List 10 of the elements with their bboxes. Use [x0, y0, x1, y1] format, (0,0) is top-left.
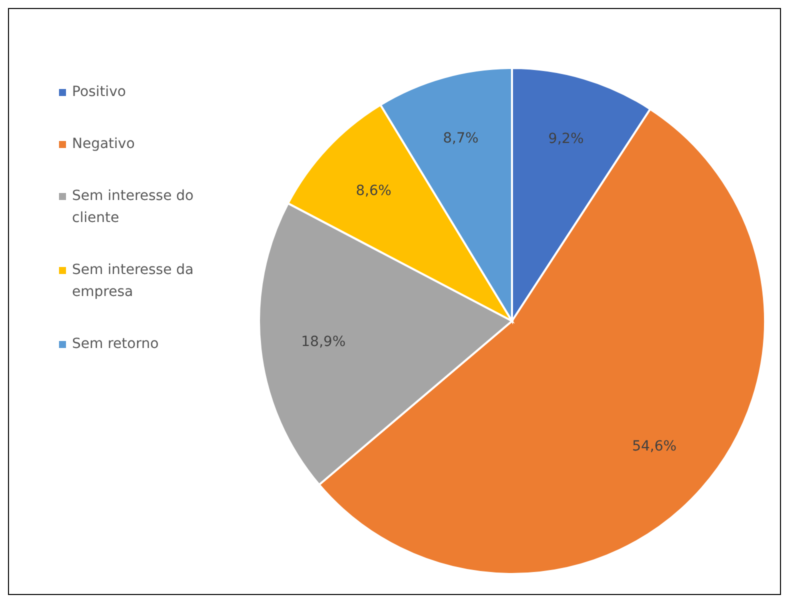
legend-label: Sem interesse do cliente	[72, 187, 195, 228]
legend-label: Positivo	[72, 83, 126, 102]
data-label: 8,7%	[442, 130, 479, 146]
legend-label: Sem retorno	[72, 335, 159, 354]
legend-label: Negativo	[72, 135, 135, 154]
data-label: 54,6%	[632, 438, 677, 454]
data-label: 9,2%	[548, 131, 584, 148]
legend-label: Sem interesse da empresa	[72, 261, 195, 302]
data-label: 8,6%	[356, 183, 392, 200]
data-label: 18,9%	[301, 334, 346, 350]
